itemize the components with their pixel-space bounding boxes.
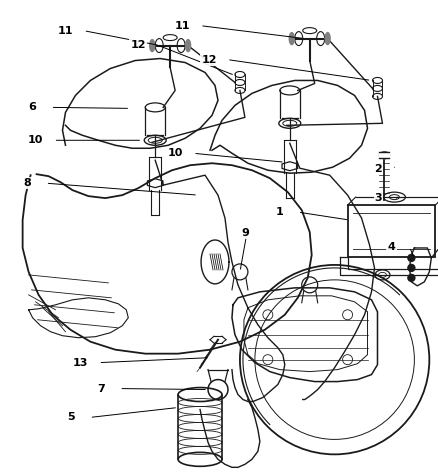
Circle shape <box>407 265 414 271</box>
Circle shape <box>407 275 414 281</box>
Text: 7: 7 <box>97 383 105 394</box>
Text: 2: 2 <box>374 164 381 174</box>
Ellipse shape <box>149 39 154 52</box>
Ellipse shape <box>289 33 293 45</box>
Text: 6: 6 <box>28 103 36 113</box>
Text: 3: 3 <box>374 193 381 203</box>
Text: 11: 11 <box>174 20 190 30</box>
Text: 12: 12 <box>130 39 146 49</box>
Text: 11: 11 <box>58 26 73 36</box>
Ellipse shape <box>325 33 329 45</box>
Text: 1: 1 <box>276 207 283 217</box>
Text: 10: 10 <box>167 148 182 158</box>
Text: 4: 4 <box>387 242 395 252</box>
Circle shape <box>407 255 414 261</box>
Text: 9: 9 <box>240 228 248 238</box>
Text: 10: 10 <box>28 135 43 145</box>
Text: 5: 5 <box>67 412 75 422</box>
Text: 12: 12 <box>201 55 216 65</box>
Ellipse shape <box>185 39 190 52</box>
Text: 13: 13 <box>73 358 88 368</box>
Text: 8: 8 <box>24 178 32 188</box>
